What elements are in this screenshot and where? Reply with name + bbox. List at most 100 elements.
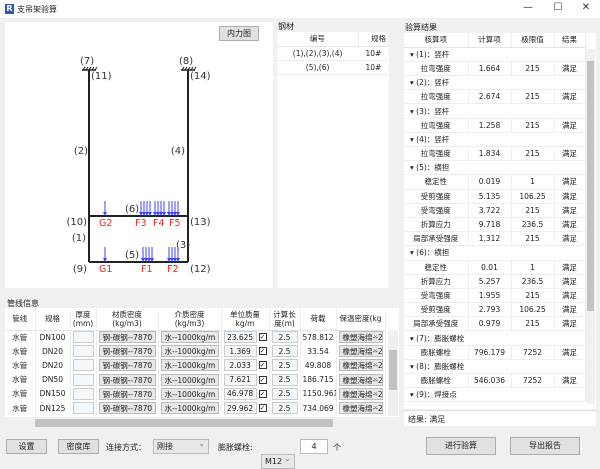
unit-mass-checkbox[interactable]: ✓ xyxy=(258,333,267,342)
result-group-label[interactable]: ▾ (4)：竖杆 xyxy=(404,132,586,148)
calc-length-input[interactable]: 2.5 xyxy=(271,387,298,400)
unit-mass-input[interactable]: 1.369 xyxy=(223,345,257,358)
medium-density-select[interactable]: 水--1000kg/m xyxy=(160,359,219,372)
material-density-select[interactable]: 钢-碳钢--7870 xyxy=(98,331,156,344)
insulation-density-select[interactable]: 橡塑海绵--2 xyxy=(338,373,383,386)
connection-select[interactable]: 刚接 xyxy=(153,439,209,454)
calc-length-input[interactable]: 2.5 xyxy=(271,359,298,372)
settings-button[interactable]: 设置 xyxy=(6,439,47,454)
unit-mass-input[interactable]: 7.621 xyxy=(223,373,257,386)
calc-length-input[interactable]: 2.5 xyxy=(271,402,298,415)
unit-mass-checkbox[interactable]: ✓ xyxy=(258,375,267,384)
unit-mass-checkbox[interactable]: ✓ xyxy=(258,404,267,413)
thickness-input[interactable] xyxy=(72,331,94,344)
unit-mass-input[interactable]: 29.962 xyxy=(223,402,257,415)
expand-triangle-icon[interactable]: ▾ xyxy=(410,248,417,258)
unit-mass-checkbox[interactable]: ✓ xyxy=(258,389,267,398)
expand-triangle-icon[interactable]: ▾ xyxy=(410,134,417,144)
internal-force-button[interactable]: 内力图 xyxy=(219,26,259,41)
expand-triangle-icon[interactable]: ▾ xyxy=(410,361,417,371)
app-icon: R xyxy=(5,4,14,14)
result-group[interactable]: ▾ (5)：横担 xyxy=(404,160,586,176)
insulation-density-select[interactable]: 橡塑海绵--2 xyxy=(338,387,383,400)
result-group-label[interactable]: ▾ (9)：焊接点 xyxy=(404,387,586,403)
insulation-density-select[interactable]: 橡塑海绵--2 xyxy=(338,345,383,358)
calc-length-input[interactable]: 2.5 xyxy=(271,331,298,344)
calc-length-input[interactable]: 2.5 xyxy=(271,373,298,386)
unit-mass-input[interactable]: 23.625 xyxy=(223,331,257,344)
scrollbar-thumb[interactable] xyxy=(35,419,333,427)
expand-triangle-icon[interactable]: ▾ xyxy=(410,333,417,343)
insulation-density-select[interactable]: 橡塑海绵--2 xyxy=(338,402,383,415)
expand-triangle-icon[interactable]: ▾ xyxy=(410,49,417,59)
bolt-select[interactable]: M12 xyxy=(261,454,295,469)
medium-density-select[interactable]: 水--1000kg/m xyxy=(160,345,219,358)
result-group-label[interactable]: ▾ (3)：竖杆 xyxy=(404,103,586,119)
result-group[interactable]: ▾ (7)：膨胀螺栓 xyxy=(404,330,586,346)
density-library-button[interactable]: 密度库 xyxy=(58,439,99,454)
check-item: 拉弯强度 xyxy=(404,61,469,77)
unit-mass-input[interactable]: 2.033 xyxy=(223,359,257,372)
thickness-input[interactable] xyxy=(72,387,94,400)
thickness-input[interactable] xyxy=(72,345,94,358)
insulation-density-select[interactable]: 橡塑海绵--2 xyxy=(338,331,383,344)
unit-mass-input[interactable]: 46.978 xyxy=(223,387,257,400)
unit-mass-checkbox[interactable]: ✓ xyxy=(258,361,267,370)
result-group[interactable]: ▾ (4)：竖杆 xyxy=(404,132,586,148)
material-density-select[interactable]: 钢-碳钢--7870 xyxy=(98,373,156,386)
result-group[interactable]: ▾ (9)：焊接点 xyxy=(404,387,586,403)
table-row[interactable]: (5),(6) 10# xyxy=(277,60,389,76)
table-row[interactable]: (1),(2),(3),(4) 10# xyxy=(277,46,389,61)
export-report-button[interactable]: 导出报告 xyxy=(510,437,580,455)
results-scrollbar[interactable] xyxy=(586,49,595,404)
result-group[interactable]: ▾ (6)：横担 xyxy=(404,245,586,261)
expand-triangle-icon[interactable]: ▾ xyxy=(410,390,417,400)
bolt-count-input[interactable]: 4 xyxy=(300,439,328,454)
material-density-select[interactable]: 钢-碳钢--7870 xyxy=(98,402,156,415)
material-density-select[interactable]: 钢-碳钢--7870 xyxy=(98,359,156,372)
unit-mass-checkbox[interactable]: ✓ xyxy=(258,347,267,356)
calc-length-input[interactable]: 2.5 xyxy=(271,345,298,358)
scrollbar-thumb[interactable] xyxy=(389,350,397,390)
result-group[interactable]: ▾ (1)：竖杆 xyxy=(404,47,586,62)
expand-triangle-icon[interactable]: ▾ xyxy=(410,163,417,173)
expand-triangle-icon[interactable]: ▾ xyxy=(410,106,417,116)
result-group-label[interactable]: ▾ (2)：竖杆 xyxy=(404,75,586,91)
result-group-label[interactable]: ▾ (6)：横担 xyxy=(404,245,586,261)
insulation-density-select[interactable]: 橡塑海绵--2 xyxy=(338,359,383,372)
result-group-label[interactable]: ▾ (1)：竖杆 xyxy=(404,47,586,62)
thickness-input[interactable] xyxy=(72,402,94,415)
result-group[interactable]: ▾ (8)：膨胀螺栓 xyxy=(404,359,586,375)
expand-triangle-icon[interactable]: ▾ xyxy=(410,78,417,88)
result-group[interactable]: ▾ (2)：竖杆 xyxy=(404,75,586,91)
vertical-scrollbar[interactable] xyxy=(388,330,398,416)
result-row: 稳定性 0.01 1 满足 xyxy=(404,260,586,275)
result-group-label[interactable]: ▾ (5)：横担 xyxy=(404,160,586,176)
maximize-button[interactable]: ☐ xyxy=(553,2,563,13)
result-row: 稳定性 0.019 1 满足 xyxy=(404,174,586,190)
run-check-button[interactable]: 进行验算 xyxy=(426,437,496,455)
node-label: (10) xyxy=(66,217,87,228)
thickness-input[interactable] xyxy=(72,359,94,372)
pipe-type: 水管 xyxy=(5,344,36,359)
material-density-select[interactable]: 钢-碳钢--7870 xyxy=(98,345,156,358)
thickness-input[interactable] xyxy=(72,373,94,386)
minimize-button[interactable]: — xyxy=(523,2,533,13)
material-density-select[interactable]: 钢-碳钢--7870 xyxy=(98,387,156,400)
result-group-label[interactable]: ▾ (7)：膨胀螺栓 xyxy=(404,330,586,346)
result-group[interactable]: ▾ (3)：竖杆 xyxy=(404,103,586,119)
scrollbar-thumb[interactable] xyxy=(587,61,594,311)
medium-density-select[interactable]: 水--1000kg/m xyxy=(160,373,219,386)
horizontal-scrollbar[interactable] xyxy=(5,417,399,429)
medium-density-select[interactable]: 水--1000kg/m xyxy=(160,387,219,400)
result-group-label[interactable]: ▾ (8)：膨胀螺栓 xyxy=(404,359,586,375)
medium-density-select[interactable]: 水--1000kg/m xyxy=(160,402,219,415)
medium-density-select[interactable]: 水--1000kg/m xyxy=(160,331,219,344)
close-button[interactable]: ✕ xyxy=(581,2,591,13)
